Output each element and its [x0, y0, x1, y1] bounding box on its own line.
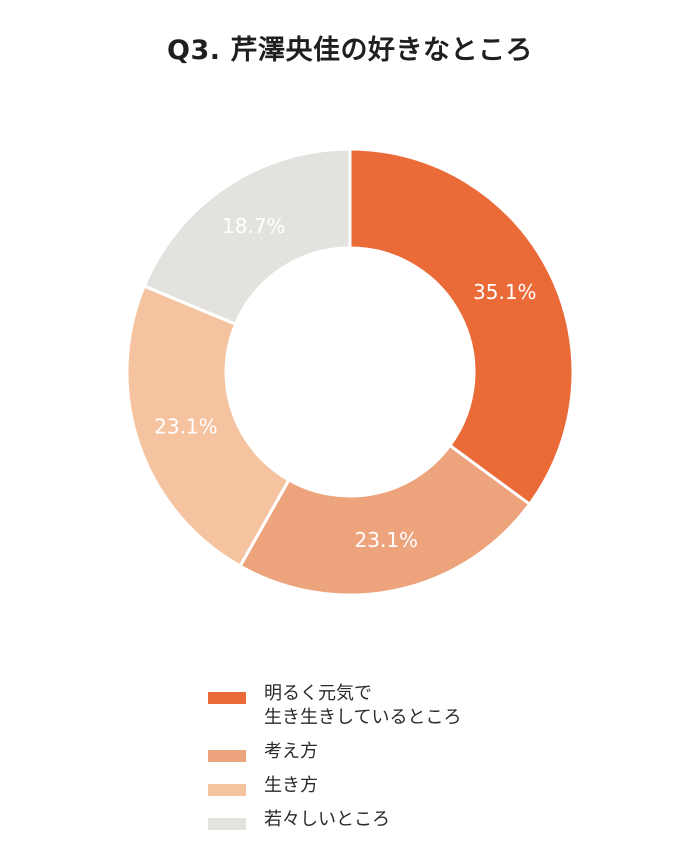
slice-label-way-of-life: 23.1%: [154, 415, 218, 439]
legend-label-thinking: 考え方: [264, 741, 318, 762]
slice-label-thinking: 23.1%: [355, 528, 419, 552]
legend-item-youthful[interactable]: 若々しいところ: [208, 808, 461, 832]
chart-title: Q3. 芹澤央佳の好きなところ: [167, 35, 533, 66]
legend-label-lively: 明るく元気で 生き生きしているところ: [264, 683, 462, 728]
slice-label-lively: 35.1%: [473, 280, 537, 304]
legend-swatch-thinking: [208, 750, 246, 762]
donut-slice-lively[interactable]: [348, 147, 575, 507]
legend-swatch-way-of-life: [208, 784, 246, 796]
legend-swatch-lively: [208, 692, 246, 704]
donut-slice-youthful[interactable]: [142, 147, 352, 327]
legend-label-youthful: 若々しいところ: [264, 809, 390, 830]
legend-item-way-of-life[interactable]: 生き方: [208, 774, 461, 798]
legend-item-thinking[interactable]: 考え方: [208, 740, 461, 764]
legend-swatch-youthful: [208, 818, 246, 830]
donut-slice-way-of-life[interactable]: [125, 284, 291, 569]
legend-label-way-of-life: 生き方: [264, 775, 318, 796]
legend: 明るく元気で 生き生きしているところ 考え方 生き方 若々しいところ: [208, 682, 461, 842]
donut-chart: 35.1% 23.1% 23.1% 18.7%: [125, 147, 575, 597]
slice-label-youthful: 18.7%: [222, 214, 286, 238]
donut-slice-thinking[interactable]: [238, 443, 532, 597]
legend-item-lively[interactable]: 明るく元気で 生き生きしているところ: [208, 682, 461, 730]
